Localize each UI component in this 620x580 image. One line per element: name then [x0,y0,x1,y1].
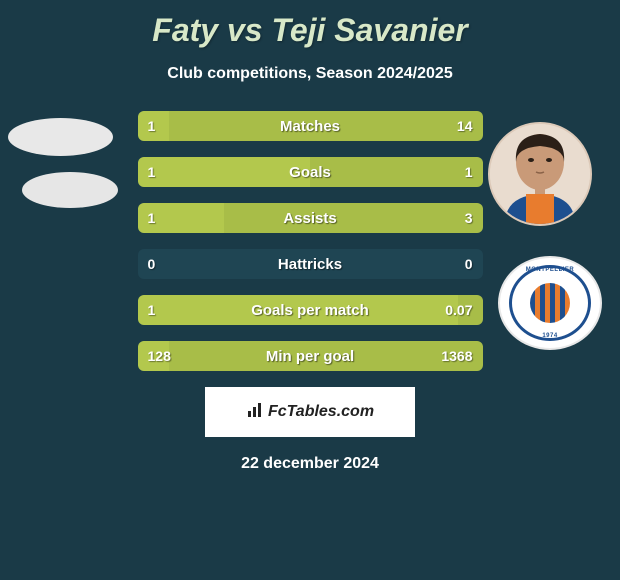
stat-label: Min per goal [266,348,354,365]
stat-value-right: 1 [465,164,473,180]
stat-value-left: 128 [148,348,171,364]
stat-value-left: 1 [148,118,156,134]
stat-row: 1 0.07 Goals per match [138,295,483,325]
stat-value-right: 3 [465,210,473,226]
stat-value-right: 0.07 [445,302,472,318]
chart-icon [246,401,264,424]
stat-label: Assists [283,210,336,227]
stat-value-left: 1 [148,302,156,318]
subtitle: Club competitions, Season 2024/2025 [0,65,620,83]
stat-row: 1 1 Goals [138,157,483,187]
stat-bar-right [224,203,483,233]
player1-name: Faty [152,12,218,48]
stat-label: Goals [289,164,331,181]
stat-value-left: 1 [148,210,156,226]
stat-row: 1 14 Matches [138,111,483,141]
footer-badge[interactable]: FcTables.com [205,387,415,437]
vs-text: vs [227,12,263,48]
stat-bar-left [138,157,311,187]
stat-label: Matches [280,118,340,135]
date-text: 22 december 2024 [0,455,620,473]
stat-value-left: 1 [148,164,156,180]
stat-value-right: 0 [465,256,473,272]
footer-badge-text: FcTables.com [268,403,374,421]
stat-row: 1 3 Assists [138,203,483,233]
stat-bar-right [310,157,483,187]
stat-value-right: 1368 [441,348,472,364]
stat-value-left: 0 [148,256,156,272]
page-title: Faty vs Teji Savanier [0,0,620,49]
player2-name: Teji Savanier [271,12,467,48]
stat-label: Hattricks [278,256,342,273]
stat-row: 0 0 Hattricks [138,249,483,279]
stat-row: 128 1368 Min per goal [138,341,483,371]
stats-container: 1 14 Matches 1 1 Goals 1 3 Assists 0 0 Hattricks 1 0.… [0,111,620,371]
stat-label: Goals per match [251,302,369,319]
stat-value-right: 14 [457,118,473,134]
